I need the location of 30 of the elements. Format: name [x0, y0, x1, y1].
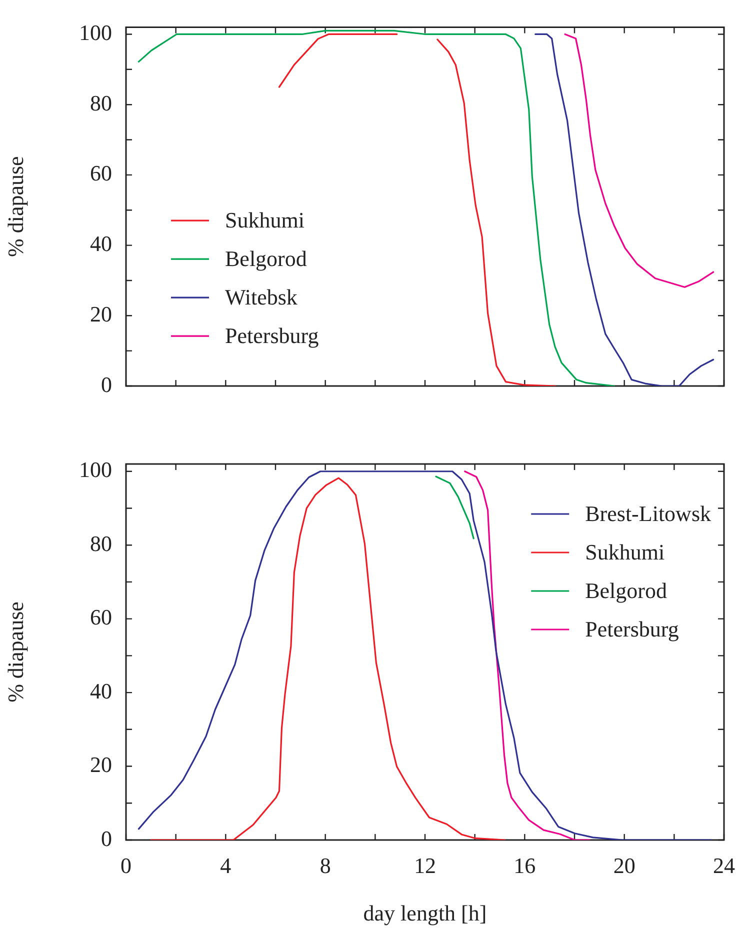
legend-label: Belgorod — [585, 578, 668, 603]
y-axis-title: % diapause — [2, 156, 28, 257]
y-tick-label: 20 — [90, 752, 112, 778]
y-tick-label: 100 — [79, 20, 112, 46]
y-tick-label: 100 — [79, 457, 112, 482]
legend-label: Petersburg — [225, 322, 319, 348]
x-tick-label: 20 — [613, 852, 636, 878]
legend-label: Petersburg — [585, 616, 679, 642]
x-tick-label: 24 — [713, 852, 735, 878]
x-axis-title: day length [h] — [363, 900, 487, 926]
x-tick-label: 4 — [220, 852, 232, 878]
legend-label: Belgorod — [225, 246, 307, 271]
legend-label: Brest-Litowsk — [585, 500, 712, 526]
y-axis-title: % diapause — [2, 602, 28, 702]
x-tick-label: 12 — [414, 852, 436, 878]
x-tick-label: 16 — [514, 852, 536, 878]
y-tick-label: 60 — [90, 604, 112, 630]
y-tick-label: 80 — [90, 530, 112, 556]
y-tick-label: 40 — [90, 678, 112, 704]
y-tick-label: 0 — [101, 826, 112, 851]
y-tick-label: 40 — [90, 231, 112, 256]
y-tick-label: 20 — [90, 301, 112, 326]
legend-label: Sukhumi — [585, 539, 665, 564]
y-tick-label: 0 — [101, 372, 112, 397]
legend-label: Witebsk — [225, 284, 298, 310]
y-tick-label: 80 — [90, 90, 112, 116]
x-tick-label: 0 — [120, 852, 132, 878]
x-tick-label: 8 — [320, 852, 331, 878]
legend-label: Sukhumi — [225, 207, 304, 232]
y-tick-label: 60 — [90, 160, 112, 186]
